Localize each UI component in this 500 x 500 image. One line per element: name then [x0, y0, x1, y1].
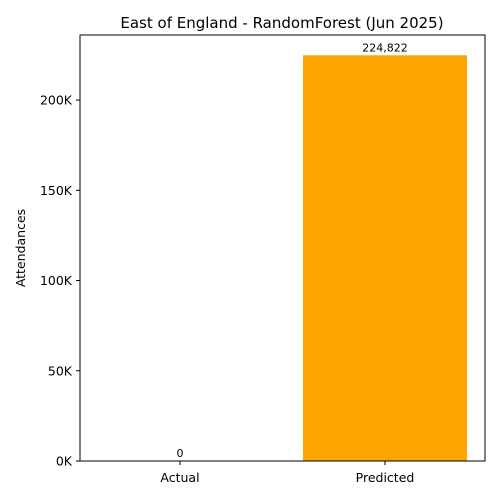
y-axis-label: Attendances [13, 209, 28, 287]
bars [303, 55, 467, 461]
data-label-actual: 0 [177, 447, 184, 460]
y-tick-label: 0K [56, 454, 73, 469]
y-tick-label: 200K [40, 93, 73, 108]
data-label-predicted: 224,822 [362, 41, 408, 54]
plot-frame [79, 34, 486, 462]
y-axis: 0K 50K 100K 150K 200K [40, 93, 80, 469]
x-axis: Actual Predicted [160, 461, 414, 485]
bar-predicted [303, 55, 467, 461]
chart-title: East of England - RandomForest (Jun 2025… [120, 14, 443, 32]
y-tick-label: 50K [48, 363, 73, 378]
y-tick-label: 100K [40, 273, 73, 288]
x-tick-label-actual: Actual [160, 470, 199, 485]
y-tick-label: 150K [40, 183, 73, 198]
data-labels: 0 224,822 [177, 41, 408, 460]
x-tick-label-predicted: Predicted [356, 470, 415, 485]
